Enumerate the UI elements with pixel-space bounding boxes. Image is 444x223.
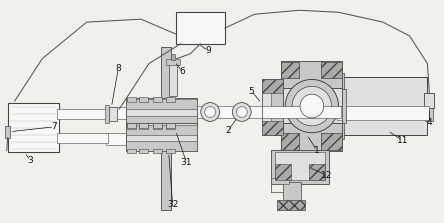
- Text: 9: 9: [205, 46, 211, 55]
- Bar: [341, 77, 428, 135]
- Bar: [153, 123, 162, 128]
- Bar: [139, 149, 148, 153]
- Bar: [281, 62, 299, 78]
- Bar: [57, 133, 108, 142]
- Text: 3: 3: [28, 156, 33, 165]
- Text: 4: 4: [427, 118, 432, 127]
- Bar: [275, 164, 291, 180]
- Bar: [166, 59, 179, 65]
- Text: 31: 31: [181, 158, 192, 167]
- Bar: [424, 93, 434, 108]
- Bar: [281, 61, 342, 88]
- Bar: [126, 141, 197, 151]
- Bar: [195, 106, 262, 118]
- Bar: [107, 133, 164, 145]
- Bar: [106, 105, 109, 123]
- Bar: [57, 109, 108, 119]
- Bar: [139, 124, 148, 129]
- Text: 1: 1: [314, 146, 320, 155]
- Circle shape: [292, 86, 332, 126]
- Bar: [337, 106, 429, 120]
- Circle shape: [201, 103, 219, 121]
- Bar: [321, 133, 342, 149]
- Text: 5: 5: [249, 87, 254, 96]
- Bar: [127, 97, 136, 102]
- Bar: [166, 149, 174, 153]
- Bar: [169, 62, 177, 96]
- Bar: [262, 85, 271, 129]
- Bar: [126, 98, 197, 126]
- Text: 12: 12: [321, 171, 333, 180]
- Bar: [139, 97, 148, 102]
- Bar: [283, 182, 301, 202]
- Bar: [8, 103, 59, 153]
- Bar: [271, 149, 329, 184]
- Bar: [262, 121, 283, 135]
- Text: 7: 7: [51, 122, 57, 131]
- Bar: [170, 54, 174, 60]
- Bar: [126, 99, 197, 109]
- Circle shape: [300, 94, 324, 118]
- Bar: [126, 123, 197, 151]
- Bar: [321, 62, 342, 78]
- Bar: [161, 47, 170, 210]
- Bar: [262, 79, 283, 93]
- Text: 11: 11: [397, 136, 408, 145]
- Bar: [342, 89, 346, 123]
- Bar: [337, 74, 345, 139]
- Bar: [107, 107, 164, 119]
- Bar: [166, 123, 174, 128]
- Bar: [153, 149, 162, 153]
- Circle shape: [236, 107, 247, 118]
- Bar: [309, 164, 325, 180]
- Bar: [281, 133, 299, 149]
- Circle shape: [285, 79, 338, 133]
- Bar: [275, 153, 325, 180]
- Bar: [281, 88, 342, 123]
- Bar: [127, 123, 136, 128]
- Bar: [271, 178, 289, 184]
- Text: 32: 32: [167, 200, 178, 209]
- Circle shape: [205, 107, 216, 118]
- Circle shape: [232, 103, 251, 121]
- Bar: [166, 97, 174, 102]
- Bar: [175, 12, 225, 44]
- Bar: [262, 106, 341, 118]
- Bar: [127, 149, 136, 153]
- Bar: [126, 125, 197, 135]
- Bar: [262, 79, 283, 135]
- Text: 8: 8: [115, 64, 121, 73]
- Bar: [425, 103, 433, 121]
- Bar: [153, 124, 162, 129]
- Bar: [5, 126, 10, 138]
- Text: 2: 2: [225, 126, 231, 135]
- Bar: [281, 123, 342, 151]
- Bar: [126, 116, 197, 126]
- Bar: [139, 123, 148, 128]
- Bar: [109, 107, 117, 121]
- Text: 6: 6: [180, 67, 186, 76]
- Bar: [166, 124, 174, 129]
- Bar: [153, 97, 162, 102]
- Bar: [278, 200, 305, 210]
- Bar: [127, 124, 136, 129]
